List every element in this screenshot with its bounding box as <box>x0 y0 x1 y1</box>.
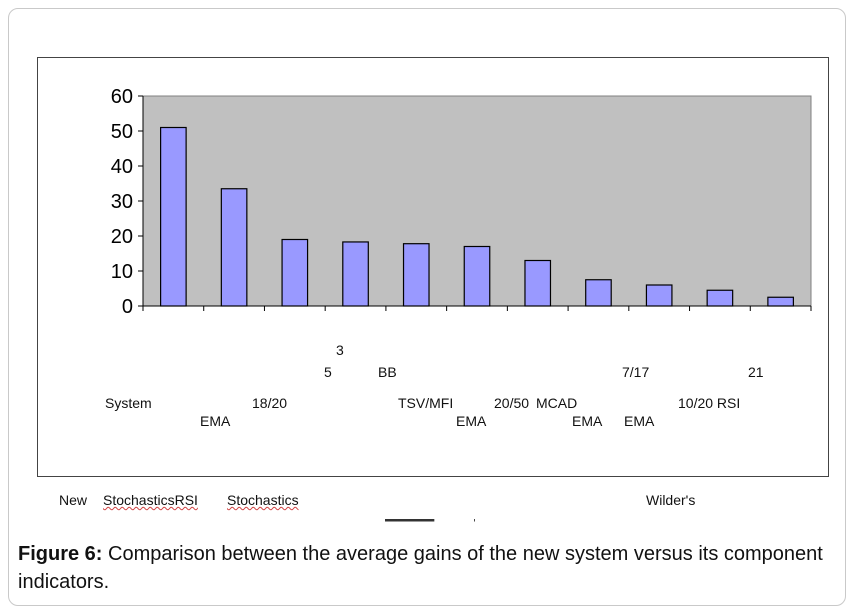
category-label-tsv-mfi: TSV/MFI <box>398 395 454 411</box>
chart-frame: 0 10 20 30 40 50 60 System EMA 18/20 3 5 BB TS… <box>37 57 829 477</box>
bar <box>402 243 430 307</box>
category-label-system: System <box>105 395 152 411</box>
overflow-label-stochastics: Stochastics <box>227 492 299 508</box>
category-label-5: 5 <box>324 364 332 380</box>
category-label-ema-3: EMA <box>572 413 603 429</box>
y-tick-label: 60 <box>111 86 133 108</box>
bar-chart: 0 10 20 30 40 50 60 <box>111 86 812 318</box>
y-tick-label: 40 <box>111 156 133 178</box>
clipped-text-fragment: ▔▔▔▔ ▔ <box>385 519 475 525</box>
bar <box>767 296 794 307</box>
bar <box>463 245 491 307</box>
y-tick-label: 10 <box>111 261 133 283</box>
bar <box>220 188 248 307</box>
category-label-mcad: MCAD <box>536 395 578 411</box>
overflow-label-new: New <box>59 492 88 508</box>
bar <box>706 289 734 307</box>
y-tick-label: 50 <box>111 121 133 143</box>
category-label-bb: BB <box>378 364 397 380</box>
caption-label: Figure 6: <box>18 543 103 565</box>
caption-text: Comparison between the average gains of … <box>18 543 823 593</box>
overflow-label-wilders: Wilder's <box>646 492 696 508</box>
bar <box>585 279 612 307</box>
category-label-18-20: 18/20 <box>252 395 288 411</box>
category-label-7-17: 7/17 <box>622 364 650 380</box>
category-label-ema: EMA <box>200 413 231 429</box>
y-tick-label: 0 <box>122 296 133 318</box>
category-label-21: 21 <box>748 364 764 380</box>
bar <box>342 241 369 307</box>
overflow-label-stochastics-rsi: StochasticsRSI <box>103 492 198 508</box>
bar <box>524 259 552 307</box>
bar <box>645 284 673 307</box>
bar <box>160 126 187 307</box>
category-label-20-50: 20/50 <box>494 395 530 411</box>
category-label-10-20-rsi: 10/20 RSI <box>678 395 741 411</box>
bar <box>281 238 309 307</box>
category-label-ema-2: EMA <box>456 413 487 429</box>
figure-card: 0 10 20 30 40 50 60 System EMA 18/20 3 5 BB TS… <box>8 8 846 606</box>
category-label-3: 3 <box>336 342 344 358</box>
figure-caption: Figure 6: Comparison between the average… <box>18 540 848 596</box>
y-tick-label: 20 <box>111 226 133 248</box>
category-label-ema-4: EMA <box>624 413 655 429</box>
y-tick-label: 30 <box>111 191 133 213</box>
